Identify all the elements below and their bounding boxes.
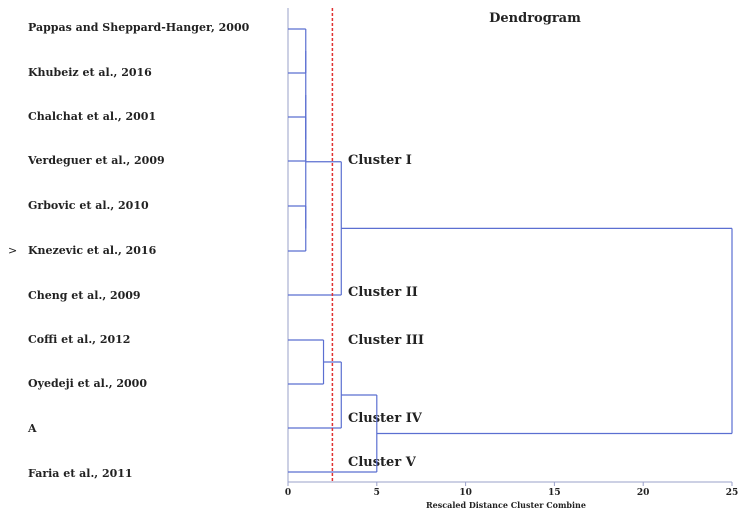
cluster-label-4: Cluster IV: [348, 411, 423, 426]
leaf-label-8: Oyedeji et al., 2000: [28, 377, 147, 390]
x-tick-label: 0: [285, 488, 291, 498]
leaf-label-10: Faria et al., 2011: [28, 467, 133, 480]
cluster-labels: Cluster I Cluster II Cluster III Cluster…: [348, 153, 424, 470]
leaf-label-4: Grbovic et al., 2010: [28, 199, 149, 212]
leaf-label-7: Coffi et al., 2012: [28, 333, 130, 346]
dendrogram-branches: [288, 28, 733, 473]
leaf-label-9: A: [27, 422, 37, 435]
x-axis-ticks: 0 5 10 15 20 25: [285, 482, 738, 498]
x-tick-label: 15: [548, 488, 561, 498]
cluster-label-1: Cluster I: [348, 153, 412, 168]
leaf-label-3: Verdeguer et al., 2009: [27, 154, 165, 167]
leaf-label-5: Knezevic et al., 2016: [28, 244, 157, 257]
cluster-label-5: Cluster V: [348, 455, 417, 470]
x-tick-label: 25: [726, 488, 739, 498]
leaf-label-0: Pappas and Sheppard-Hanger, 2000: [28, 21, 250, 34]
leaf-label-6: Cheng et al., 2009: [28, 289, 141, 302]
x-axis-label: Rescaled Distance Cluster Combine: [426, 500, 586, 510]
chart-title: Dendrogram: [489, 11, 581, 26]
leaf-label-2: Chalchat et al., 2001: [28, 110, 156, 123]
highlight-marker: >: [8, 244, 17, 257]
leaf-labels: Pappas and Sheppard-Hanger, 2000 Khubeiz…: [27, 21, 250, 480]
cluster-label-2: Cluster II: [348, 285, 418, 300]
x-tick-label: 5: [374, 488, 380, 498]
x-tick-label: 20: [637, 488, 650, 498]
leaf-label-1: Khubeiz et al., 2016: [28, 66, 152, 79]
x-tick-label: 10: [459, 488, 472, 498]
cluster-label-3: Cluster III: [348, 333, 424, 348]
